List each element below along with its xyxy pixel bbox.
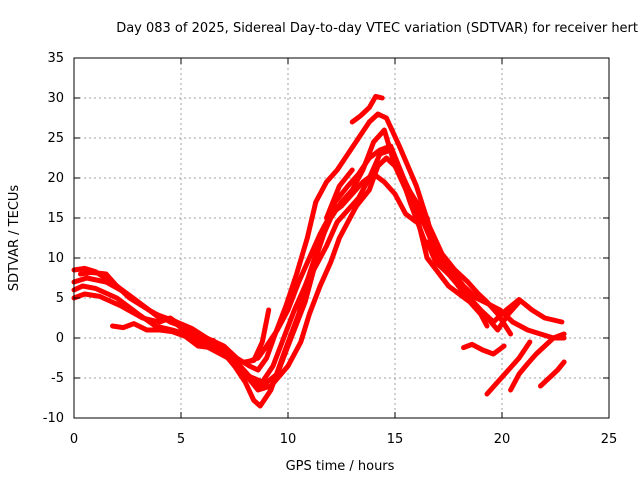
y-tick-label: 30 bbox=[47, 91, 64, 106]
series-track-7 bbox=[242, 307, 272, 365]
series-track-12 bbox=[484, 339, 533, 397]
y-tick-label: 25 bbox=[47, 131, 64, 146]
series-track-14 bbox=[538, 359, 567, 389]
series-track-10 bbox=[424, 239, 473, 301]
x-tick-label: 10 bbox=[280, 432, 297, 447]
plot-frame bbox=[73, 57, 610, 419]
series-track-11 bbox=[461, 341, 507, 357]
chart-title: Day 083 of 2025, Sidereal Day-to-day VTE… bbox=[116, 21, 638, 36]
y-tick-label: -10 bbox=[43, 411, 64, 426]
y-tick-label: -5 bbox=[51, 371, 64, 386]
y-tick-label: 35 bbox=[47, 51, 64, 66]
y-tick-label: 15 bbox=[47, 211, 64, 226]
x-axis-label: GPS time / hours bbox=[286, 459, 395, 474]
axis-ticks: 0 5 10 15 20 25 -10 -5 0 5 10 15 20 25 30 35 bbox=[43, 51, 618, 447]
series-track-8 bbox=[324, 167, 355, 221]
y-tick-label: 0 bbox=[56, 331, 64, 346]
x-tick-label: 15 bbox=[387, 432, 404, 447]
series-track-5 bbox=[77, 111, 514, 373]
y-tick-label: 10 bbox=[47, 251, 64, 266]
series-track-9 bbox=[349, 93, 385, 125]
y-axis-label: SDTVAR / TECUs bbox=[7, 185, 22, 292]
series-layer bbox=[71, 93, 567, 409]
x-tick-label: 20 bbox=[494, 432, 511, 447]
x-tick-label: 0 bbox=[70, 432, 78, 447]
y-tick-label: 5 bbox=[56, 291, 64, 306]
y-tick-label: 20 bbox=[47, 171, 64, 186]
x-tick-label: 25 bbox=[601, 432, 618, 447]
x-tick-label: 5 bbox=[177, 432, 185, 447]
series-track-6 bbox=[110, 171, 419, 365]
series-track-13 bbox=[508, 331, 567, 393]
